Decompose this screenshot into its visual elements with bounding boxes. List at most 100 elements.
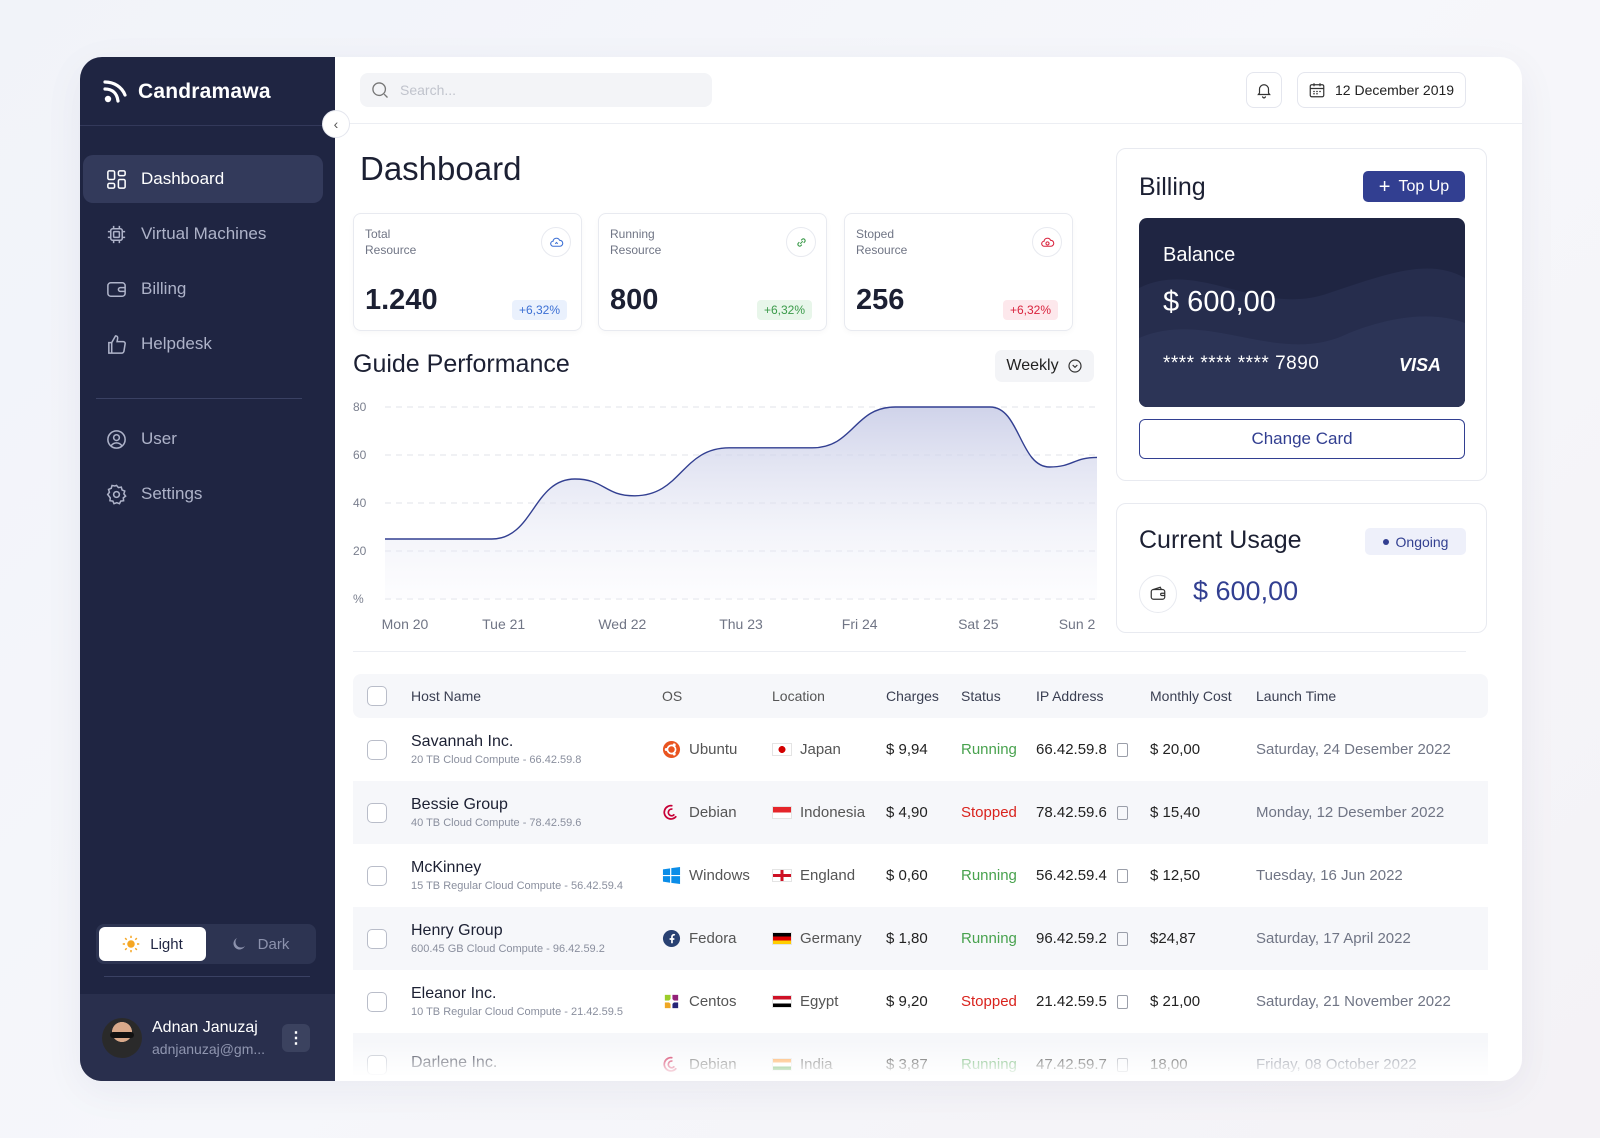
copy-icon[interactable] <box>1116 742 1128 757</box>
brand-logo[interactable]: Candramawa <box>102 79 271 105</box>
table-row[interactable]: Henry Group 600.45 GB Cloud Compute - 96.… <box>353 907 1488 970</box>
ubuntu-icon <box>662 740 681 759</box>
sidebar-item-label: Settings <box>141 484 203 503</box>
stat-card-total: Total Resource 1.240 +6,32% <box>353 213 582 331</box>
table-row[interactable]: Bessie Group 40 TB Cloud Compute - 78.42.… <box>353 781 1488 844</box>
select-all-checkbox[interactable] <box>367 686 387 706</box>
performance-title: Guide Performance <box>353 350 570 378</box>
column-header[interactable]: Launch Time <box>1256 688 1337 704</box>
launch-time: Saturday, 24 Desember 2022 <box>1256 741 1451 758</box>
sidebar-item-virtual-machines[interactable]: Virtual Machines <box>83 210 323 258</box>
fedora-icon <box>662 929 681 948</box>
row-checkbox[interactable] <box>367 802 387 823</box>
sidebar-divider <box>96 398 302 399</box>
charges: $ 4,90 <box>886 804 928 821</box>
column-header[interactable]: Charges <box>886 688 939 704</box>
more-vertical-icon[interactable]: ⋮ <box>282 1024 310 1052</box>
series-area <box>385 407 1097 599</box>
launch-time: Monday, 12 Desember 2022 <box>1256 804 1445 821</box>
logo-icon <box>103 80 127 103</box>
flag-indonesia-icon <box>772 806 792 819</box>
user-email: adnjanuzaj@gm... <box>152 1040 266 1057</box>
status-label: Ongoing <box>1395 533 1449 550</box>
period-select-value: Weekly <box>1006 357 1059 374</box>
x-tick-label: Wed 22 <box>598 616 646 632</box>
row-checkbox[interactable] <box>367 865 387 886</box>
sidebar-item-label: User <box>141 429 177 448</box>
host-name[interactable]: Savannah Inc. <box>411 733 514 750</box>
status-text: Stopped <box>961 804 1017 821</box>
performance-chart: 80 60 40 20% Mon 20 Tue 21 Wed 22 Thu 23 Fri 24 S… <box>353 400 1097 632</box>
host-name[interactable]: Henry Group <box>411 922 503 939</box>
vm-table: Host Name OS Location Charges Status IP … <box>353 674 1488 1081</box>
column-header[interactable]: OS <box>662 688 683 704</box>
card-number: **** **** **** 7890 <box>1163 353 1320 374</box>
user-icon <box>107 429 126 449</box>
copy-icon[interactable] <box>1116 994 1128 1009</box>
stat-label: Stoped Resource <box>856 227 908 257</box>
charges: $ 9,20 <box>886 993 928 1010</box>
ip-address: 66.42.59.8 <box>1036 741 1107 758</box>
column-header[interactable]: Status <box>961 688 1001 704</box>
os-name: Centos <box>689 993 737 1010</box>
row-checkbox[interactable] <box>367 928 387 949</box>
cloud-icon <box>541 227 571 257</box>
host-name[interactable]: McKinney <box>411 859 482 876</box>
sidebar-item-settings[interactable]: Settings <box>83 470 323 518</box>
chevron-left-icon[interactable]: ‹ <box>322 110 350 138</box>
stat-value: 800 <box>610 284 659 316</box>
os-name: Fedora <box>689 930 737 947</box>
host-name[interactable]: Bessie Group <box>411 796 508 813</box>
date-picker[interactable]: 12 December 2019 <box>1297 72 1466 108</box>
row-checkbox[interactable] <box>367 991 387 1012</box>
avatar[interactable] <box>102 1017 142 1058</box>
os-name: Debian <box>689 804 737 821</box>
y-tick-label: % <box>353 592 364 606</box>
change-card-button[interactable]: Change Card <box>1139 419 1465 459</box>
column-header[interactable]: IP Address <box>1036 688 1104 704</box>
sidebar-item-user[interactable]: User <box>83 415 323 463</box>
copy-icon[interactable] <box>1116 805 1128 820</box>
table-row[interactable]: McKinney 15 TB Regular Cloud Compute - 56… <box>353 844 1488 907</box>
sidebar-item-dashboard[interactable]: Dashboard <box>83 155 323 203</box>
copy-icon[interactable] <box>1116 931 1128 946</box>
sidebar-item-helpdesk[interactable]: Helpdesk <box>83 320 323 368</box>
y-tick-label: 60 <box>353 448 367 462</box>
charges: $ 9,94 <box>886 741 928 758</box>
theme-light-button[interactable]: Light <box>99 927 206 961</box>
windows-icon <box>662 866 681 885</box>
theme-toggle: Light Dark <box>96 924 316 964</box>
theme-dark-button[interactable]: Dark <box>206 927 313 961</box>
top-up-button[interactable]: + Top Up <box>1363 171 1465 202</box>
x-tick-label: Mon 20 <box>382 616 429 632</box>
search-input[interactable] <box>400 82 680 98</box>
moon-icon <box>233 938 245 950</box>
page-title: Dashboard <box>360 150 522 187</box>
ip-address: 96.42.59.2 <box>1036 930 1107 947</box>
sidebar-item-billing[interactable]: Billing <box>83 265 323 313</box>
sidebar-divider <box>104 976 310 977</box>
stat-label: Total Resource <box>365 227 417 257</box>
sidebar-item-label: Virtual Machines <box>141 224 267 243</box>
stat-value: 256 <box>856 284 905 316</box>
app-window: Candramawa Dashboard Virtual Machines Bi… <box>80 57 1522 1081</box>
stat-change-badge: +6,32% <box>511 300 567 320</box>
link-icon <box>786 227 816 257</box>
card-wave-decoration <box>1139 268 1465 407</box>
column-header[interactable]: Location <box>772 688 825 704</box>
stat-change-badge: +6,32% <box>1002 300 1058 320</box>
row-checkbox[interactable] <box>367 739 387 760</box>
table-row[interactable]: Savannah Inc. 20 TB Cloud Compute - 66.42… <box>353 718 1488 781</box>
sidebar-item-label: Dashboard <box>141 169 225 188</box>
copy-icon[interactable] <box>1116 868 1128 883</box>
host-name[interactable]: Eleanor Inc. <box>411 985 497 1002</box>
notifications-button[interactable] <box>1246 72 1282 108</box>
brand-name: Candramawa <box>138 80 271 103</box>
os-name: Windows <box>689 867 750 884</box>
flag-egypt-icon <box>772 995 792 1008</box>
table-row[interactable]: Eleanor Inc. 10 TB Regular Cloud Compute … <box>353 970 1488 1033</box>
column-header[interactable]: Host Name <box>411 688 482 704</box>
status-badge: Ongoing <box>1365 528 1466 555</box>
column-header[interactable]: Monthly Cost <box>1150 688 1232 704</box>
period-select[interactable]: Weekly <box>995 350 1094 382</box>
